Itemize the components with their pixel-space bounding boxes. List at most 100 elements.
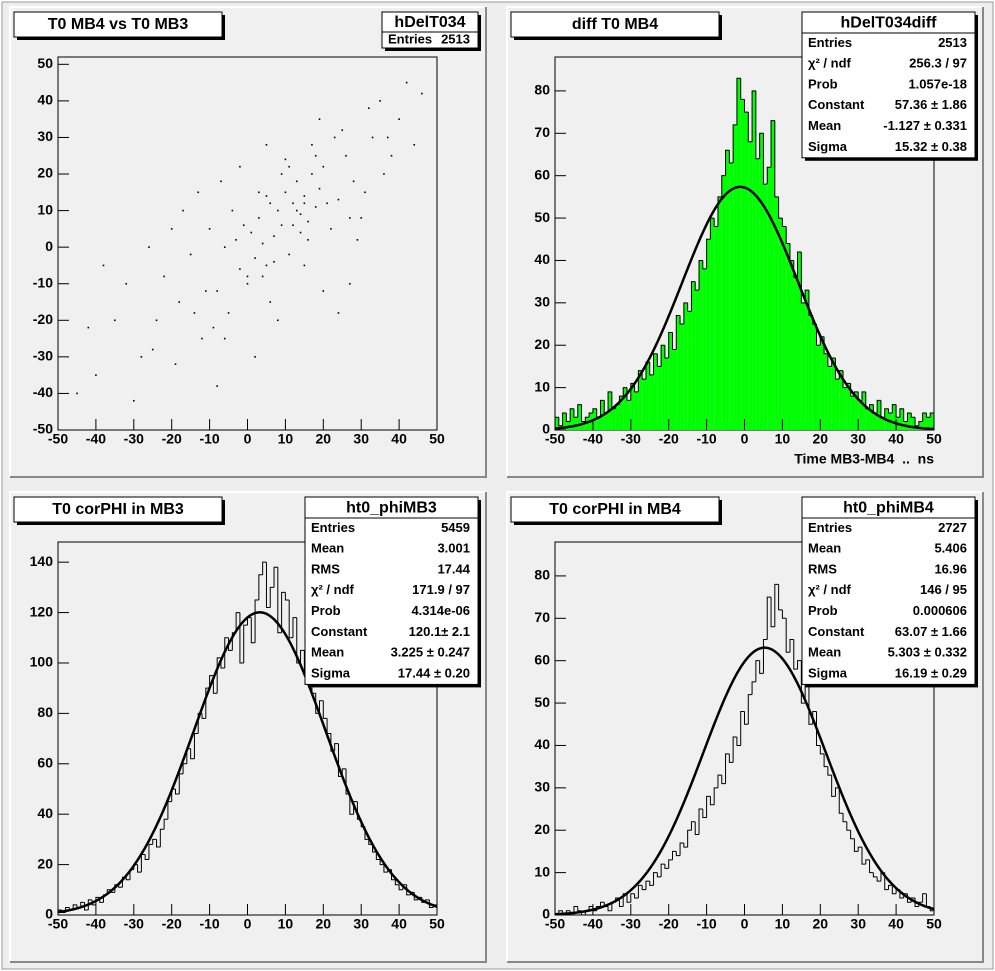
bin-fill [611, 408, 616, 430]
x-tick-label: 20 [316, 431, 332, 447]
bin-outline [558, 417, 563, 427]
stats-value: -1.127 ± 0.331 [883, 118, 967, 133]
stats-label: Entries [388, 31, 432, 46]
pad-border-light [9, 6, 486, 477]
x-tick-label: -30 [124, 916, 144, 932]
chart-title: T0 corPHI in MB3 [52, 501, 184, 518]
point [356, 239, 359, 241]
point [212, 326, 215, 329]
bin-outline [144, 854, 149, 861]
bin-fill [736, 78, 741, 430]
bin-outline [827, 353, 832, 367]
bin-fill [573, 417, 578, 430]
x-tick-label: 50 [429, 916, 445, 932]
bin-outline [694, 821, 700, 835]
bin-outline [254, 599, 259, 643]
x-tick-label: 50 [429, 431, 445, 447]
stats-value: 3.225 ± 0.247 [391, 645, 470, 660]
point [140, 356, 143, 358]
bin-outline [258, 574, 263, 600]
bin-fill [581, 421, 586, 430]
bin-fill [865, 408, 870, 430]
x-tick-label: -10 [199, 431, 219, 447]
stats-label: Entries [311, 520, 355, 535]
y-tick-label: -50 [33, 421, 53, 437]
bin-outline [634, 893, 639, 899]
bin-outline [588, 412, 593, 418]
point [197, 191, 200, 194]
bin-outline [224, 637, 229, 669]
bin-fill [880, 417, 885, 430]
bin-outline [653, 353, 658, 375]
point [349, 282, 351, 285]
point [223, 246, 226, 248]
bin-outline [876, 399, 881, 414]
bin-outline [383, 864, 388, 873]
bin-outline [269, 586, 275, 608]
chart-title: diff T0 MB4 [572, 16, 658, 33]
bin-outline [159, 828, 165, 847]
point [295, 180, 298, 183]
stats-label: Entries [808, 520, 852, 535]
stats-label: Mean [808, 645, 841, 660]
bin-fill [843, 387, 847, 430]
bin-outline [668, 332, 673, 358]
point [246, 282, 249, 285]
stats-label: Constant [311, 624, 368, 639]
bin-outline [899, 408, 904, 418]
point [76, 392, 78, 395]
point [364, 191, 366, 194]
bin-outline [785, 618, 790, 653]
point [292, 202, 294, 205]
bin-outline [671, 850, 677, 860]
bin-fill [755, 158, 760, 430]
bin-fill [702, 268, 707, 430]
stats-label: Prob [808, 603, 838, 618]
bin-outline [137, 864, 142, 873]
bin-outline [375, 851, 381, 861]
bin-outline [584, 416, 590, 422]
x-tick-label: -20 [162, 431, 182, 447]
bin-fill [824, 353, 828, 430]
bin-fill [570, 408, 574, 430]
bin-outline [622, 387, 628, 397]
bin-outline [322, 700, 328, 719]
bin-fill [812, 324, 817, 430]
bin-outline [797, 660, 802, 670]
bin-outline [428, 899, 434, 908]
plot-area [58, 561, 437, 915]
bin-outline [698, 259, 703, 291]
bin-outline [770, 120, 775, 168]
bin-fill [869, 404, 874, 430]
x-tick-label: -20 [659, 431, 679, 447]
bin-fill [645, 362, 650, 430]
y-tick-label: -10 [33, 274, 53, 290]
y-tick-label: 50 [534, 694, 550, 710]
stats-label: Mean [311, 645, 344, 660]
stats-label: Prob [311, 603, 341, 618]
bin-fill [627, 400, 631, 430]
stats-label: χ² / ndf [808, 56, 852, 71]
x-tick-label: 0 [244, 916, 252, 932]
bin-outline [284, 592, 290, 601]
bin-outline [698, 808, 703, 835]
bin-outline [781, 609, 787, 619]
y-tick-label: 10 [534, 378, 550, 394]
bin-fill [793, 277, 798, 430]
bin-fill [774, 196, 779, 430]
point [163, 275, 165, 278]
bin-outline [292, 617, 297, 638]
x-tick-label: 10 [775, 431, 791, 447]
bin-fill [664, 357, 669, 430]
point [273, 235, 275, 237]
point [405, 81, 408, 84]
bin-outline [626, 893, 631, 903]
point [390, 154, 393, 157]
y-tick-label: 40 [534, 251, 550, 267]
y-tick-label: 30 [534, 779, 550, 795]
y-tick-label: 60 [37, 754, 53, 770]
bin-outline [725, 149, 730, 176]
chart-title: T0 MB4 vs T0 MB3 [48, 16, 189, 33]
point [277, 209, 279, 212]
bin-outline [717, 196, 722, 227]
